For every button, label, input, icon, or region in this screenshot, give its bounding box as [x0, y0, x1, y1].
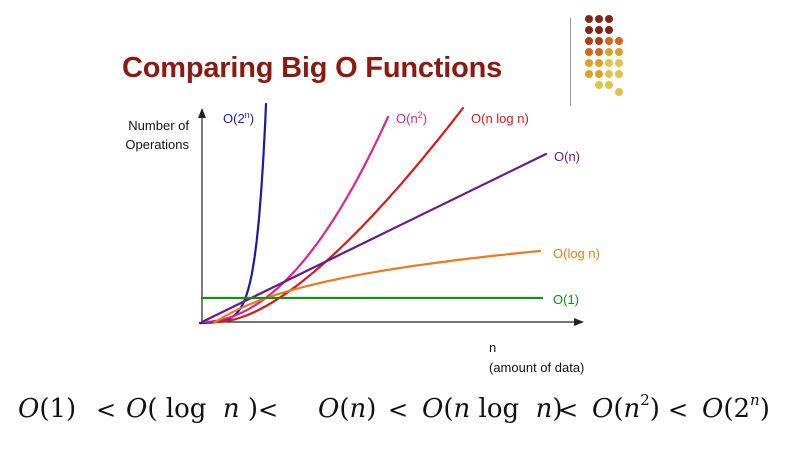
y-axis-label: Operations	[125, 137, 189, 152]
complexity-term: O(1)	[18, 394, 77, 424]
decorative-dot	[615, 37, 623, 45]
x-axis-label: (amount of data)	[489, 360, 584, 375]
header-divider	[570, 18, 571, 106]
decorative-dot	[605, 81, 613, 89]
less-than-sign: <	[258, 396, 279, 424]
decorative-dot	[585, 70, 593, 78]
series-line	[212, 249, 542, 325]
decorative-dot	[595, 81, 603, 89]
series-line	[198, 102, 268, 325]
series-label: O(1)	[553, 292, 579, 307]
decorative-dot	[615, 70, 623, 78]
series-label: O(n)	[554, 149, 580, 164]
series-line	[200, 152, 548, 324]
series-line	[214, 106, 465, 324]
less-than-sign: <	[558, 396, 579, 424]
decorative-dot	[595, 26, 603, 34]
series-line	[200, 115, 390, 324]
complexity-term: O(2n)	[702, 391, 770, 425]
decorative-dot	[615, 59, 623, 67]
decorative-dot	[605, 70, 613, 78]
complexity-term: O( log n )	[126, 394, 259, 424]
decorative-dot	[605, 37, 613, 45]
decorative-dot	[595, 70, 603, 78]
decorative-dot	[595, 37, 603, 45]
decorative-dot	[585, 48, 593, 56]
decorative-dot	[605, 26, 613, 34]
complexity-term: O(n)	[318, 394, 377, 424]
series-label: O(n2)	[396, 110, 427, 126]
x-axis-label: n	[489, 340, 496, 355]
decorative-dot	[605, 48, 613, 56]
decorative-dot	[595, 15, 603, 23]
decorative-dot	[585, 15, 593, 23]
y-axis-arrow	[198, 108, 206, 118]
series-label: O(n log n)	[471, 111, 529, 126]
series-label: O(2n)	[223, 110, 254, 126]
less-than-sign: <	[388, 396, 409, 424]
less-than-sign: <	[96, 396, 117, 424]
decorative-dot	[595, 48, 603, 56]
y-axis-label: Number of	[128, 118, 189, 133]
decorative-dot	[605, 15, 613, 23]
decorative-dot	[595, 59, 603, 67]
less-than-sign: <	[668, 396, 689, 424]
complexity-term: O(n2)	[592, 391, 660, 425]
decorative-dot	[615, 88, 623, 96]
complexity-ordering: O(1) < O( log n ) < O(n) < O(n log n) < O(n2) < O(…	[18, 391, 778, 438]
decorative-dot	[585, 26, 593, 34]
complexity-term: O(n log n)	[422, 394, 563, 424]
decorative-dot	[615, 48, 623, 56]
series-label: O(log n)	[553, 246, 600, 261]
slide-title: Comparing Big O Functions	[122, 52, 503, 84]
decorative-dot	[585, 59, 593, 67]
decorative-dot	[605, 59, 613, 67]
x-axis-arrow	[574, 318, 584, 326]
decorative-dot	[585, 37, 593, 45]
